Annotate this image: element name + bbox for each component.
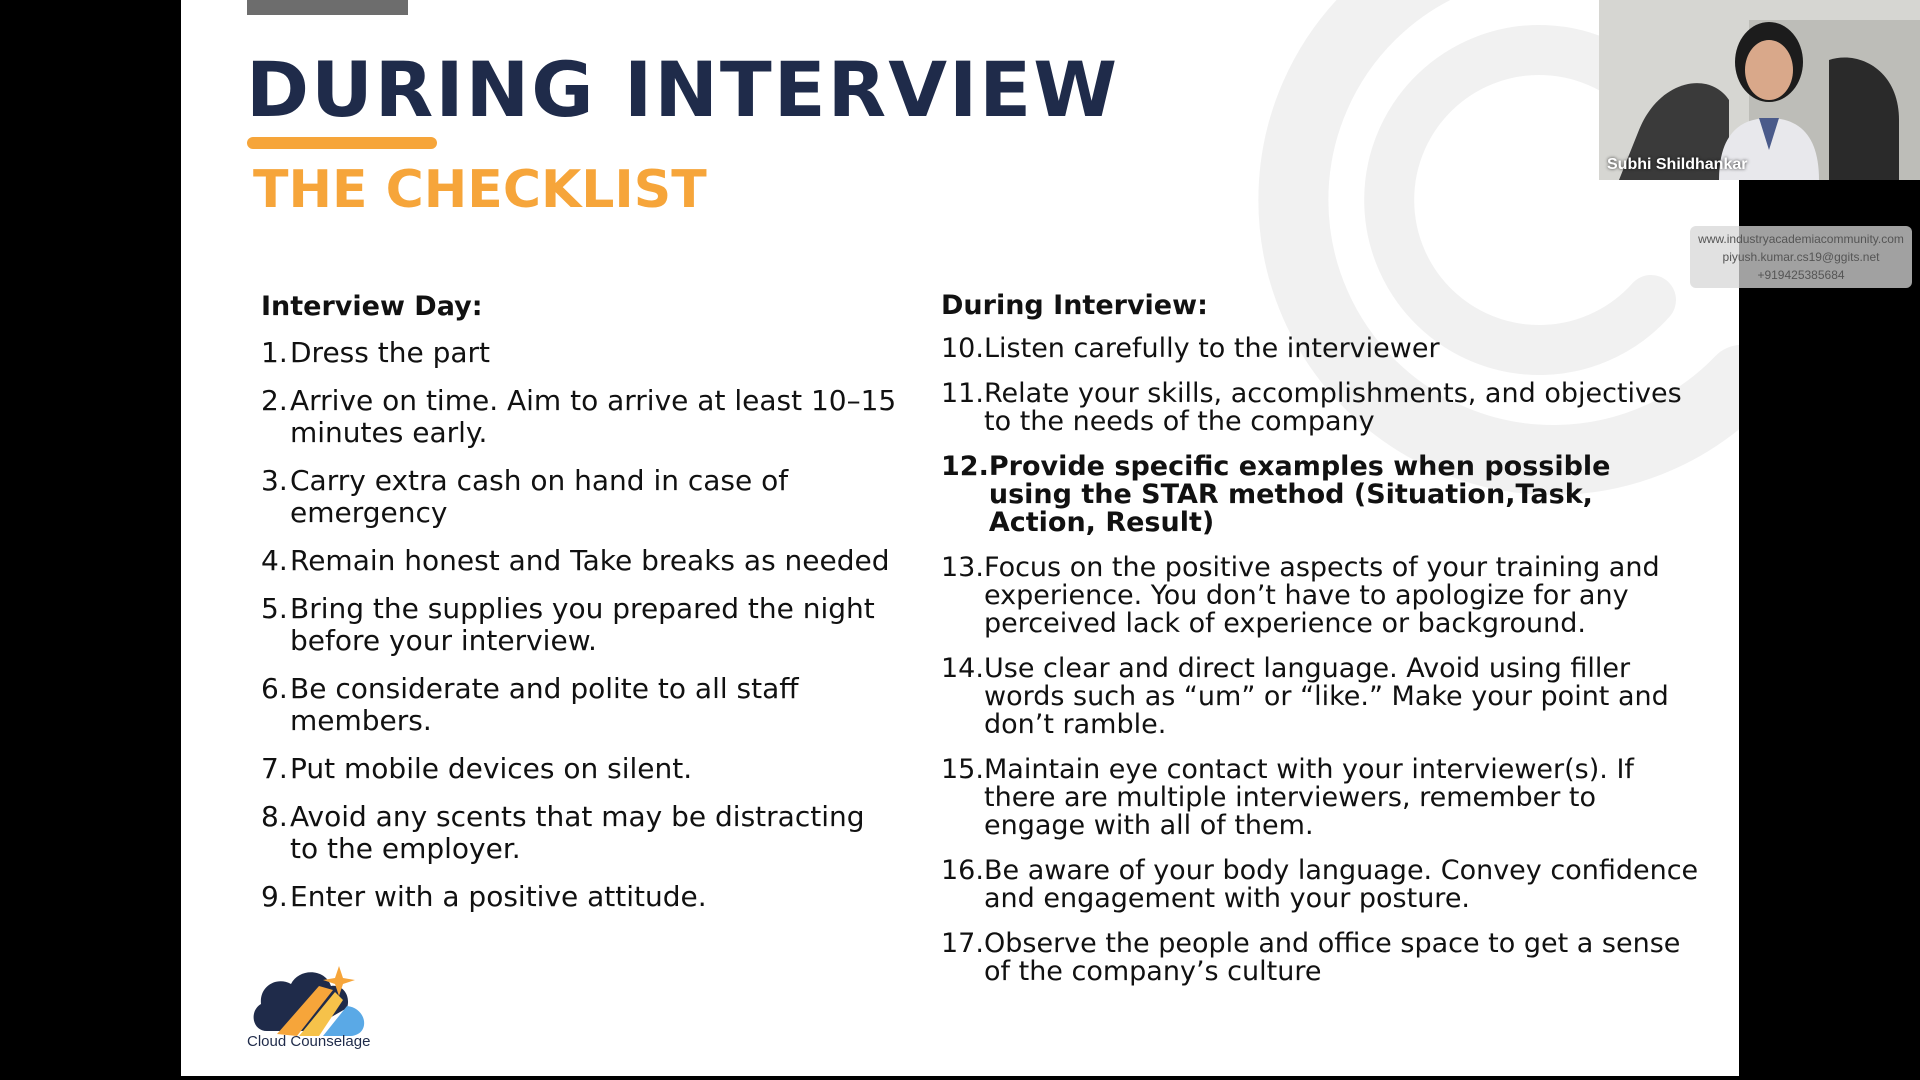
item-number: 3. [261,464,288,497]
item-number: 7. [261,752,288,785]
item-text: Focus on the positive aspects of your tr… [984,552,1660,639]
list-item: 3. Carry extra cash on hand in case of em… [261,465,901,529]
item-text: Use clear and direct language. Avoid usi… [984,653,1669,740]
item-number: 5. [261,592,288,625]
info-website: www.industryacademiacommunity.com [1698,232,1904,246]
item-number: 14. [941,653,984,684]
list-item: 2. Arrive on time. Aim to arrive at least… [261,385,901,449]
list-item: 1. Dress the part [261,337,901,369]
info-email: piyush.kumar.cs19@ggits.net [1722,250,1880,264]
item-text: Relate your skills, accomplishments, and… [984,378,1682,437]
presentation-slide: DURING INTERVIEW THE CHECKLIST Interview… [181,0,1739,1076]
item-text: Put mobile devices on silent. [290,752,693,785]
item-number: 12. [941,451,989,482]
info-phone: +919425385684 [1757,268,1845,282]
list-item: 15. Maintain eye contact with your interv… [941,756,1701,840]
list-item: 14. Use clear and direct language. Avoid … [941,655,1701,739]
list-item: 9. Enter with a positive attitude. [261,881,901,913]
list-item: 13. Focus on the positive aspects of your… [941,554,1701,638]
item-number: 4. [261,544,288,577]
during-interview-column: During Interview: 10. Listen carefully to… [941,289,1701,1003]
list-item: 10. Listen carefully to the interviewer [941,335,1701,363]
item-text: Arrive on time. Aim to arrive at least 1… [290,384,897,449]
list-item: 16. Be aware of your body language. Conve… [941,857,1701,913]
item-number: 16. [941,855,984,886]
item-text: Remain honest and Take breaks as needed [290,544,890,577]
during-interview-list: 10. Listen carefully to the interviewer 1… [941,335,1701,986]
item-text: Bring the supplies you prepared the nigh… [290,592,875,657]
slide-subtitle: THE CHECKLIST [253,160,707,220]
item-number: 15. [941,754,984,785]
item-text: Listen carefully to the interviewer [984,333,1440,364]
list-item: 8. Avoid any scents that may be distracti… [261,801,901,865]
item-text: Be aware of your body language. Convey c… [984,855,1699,914]
list-item: 4. Remain honest and Take breaks as neede… [261,545,901,577]
list-item: 5. Bring the supplies you prepared the ni… [261,593,901,657]
item-text: Provide specific examples when possible … [988,451,1611,538]
participant-name: Subhi Shildhankar [1607,156,1748,173]
item-number: 8. [261,800,288,833]
contact-info-overlay: www.industryacademiacommunity.com piyush… [1690,226,1912,288]
interview-day-heading: Interview Day: [261,291,483,322]
item-text: Be considerate and polite to all staff m… [290,672,799,737]
title-underline [247,137,437,149]
item-number: 11. [941,378,984,409]
item-text: Observe the people and office space to g… [984,928,1681,987]
during-interview-heading: During Interview: [941,290,1208,321]
item-text: Avoid any scents that may be distracting… [290,800,865,865]
list-item: 11. Relate your skills, accomplishments, … [941,380,1701,436]
participant-video-tile[interactable]: Subhi Shildhankar [1599,0,1920,180]
list-item: 6. Be considerate and polite to all staff… [261,673,901,737]
item-number: 17. [941,928,984,959]
item-text: Carry extra cash on hand in case of emer… [290,464,789,529]
item-text: Maintain eye contact with your interview… [984,754,1634,841]
item-number: 10. [941,333,984,364]
participant-video-icon [1599,0,1920,180]
item-number: 9. [261,880,288,913]
interview-day-column: Interview Day: 1. Dress the part 2. Arrive… [261,290,901,929]
slide-title: DURING INTERVIEW [246,45,1120,134]
slide-top-bar [247,0,408,15]
item-number: 13. [941,552,984,583]
list-item-highlighted: 12. Provide specific examples when possib… [941,453,1701,537]
list-item: 7. Put mobile devices on silent. [261,753,901,785]
logo-caption: Cloud Counselage [247,1033,371,1050]
item-text: Dress the part [290,336,491,369]
item-text: Enter with a positive attitude. [290,880,707,913]
list-item: 17. Observe the people and office space t… [941,930,1701,986]
cloud-counselage-logo-icon [253,966,365,1036]
item-number: 2. [261,384,288,417]
item-number: 1. [261,336,288,369]
interview-day-list: 1. Dress the part 2. Arrive on time. Aim t… [261,337,901,913]
item-number: 6. [261,672,288,705]
